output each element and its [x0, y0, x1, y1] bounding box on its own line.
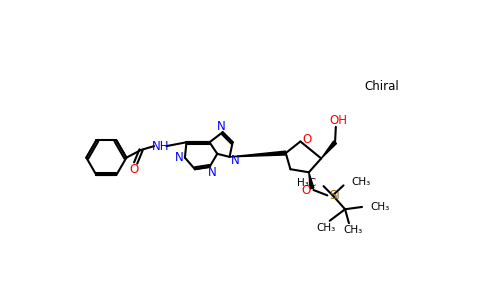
Polygon shape — [321, 141, 336, 158]
Text: CH₃: CH₃ — [370, 202, 390, 212]
Text: OH: OH — [329, 114, 347, 127]
Text: O: O — [302, 133, 311, 146]
Text: CH₃: CH₃ — [316, 223, 335, 233]
Text: CH₃: CH₃ — [351, 177, 370, 187]
Text: N: N — [217, 120, 226, 133]
Polygon shape — [229, 151, 286, 157]
Text: Si: Si — [330, 189, 340, 202]
Text: CH₃: CH₃ — [343, 225, 363, 235]
Text: NH: NH — [152, 140, 170, 153]
Text: Chiral: Chiral — [364, 80, 399, 92]
Text: N: N — [208, 166, 216, 179]
Text: O: O — [129, 164, 139, 176]
Text: N: N — [230, 154, 239, 167]
Text: O: O — [301, 184, 310, 196]
Polygon shape — [309, 172, 314, 189]
Text: H₃C: H₃C — [297, 178, 316, 188]
Text: N: N — [175, 151, 184, 164]
